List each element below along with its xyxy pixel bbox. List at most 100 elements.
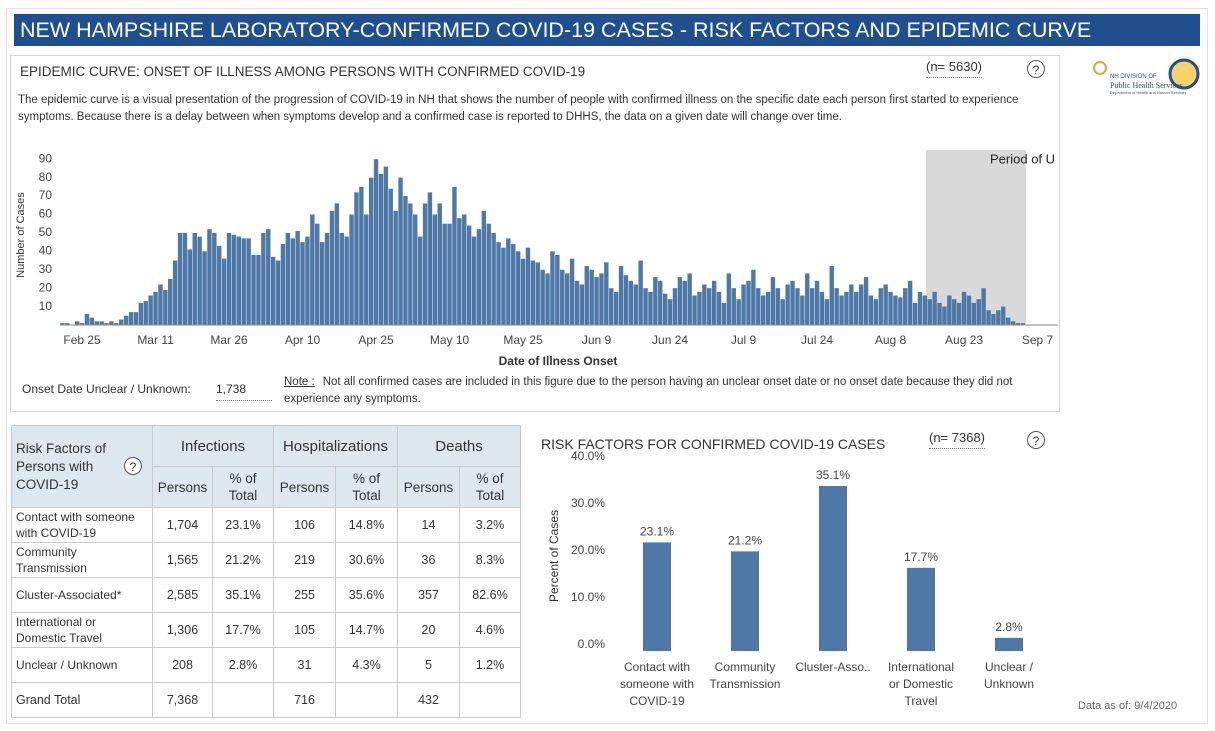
bar	[530, 260, 536, 325]
bar	[991, 313, 996, 325]
cell: 35.6%	[335, 577, 398, 613]
corner-cell: Risk Factors of Persons with COVID-19?	[11, 425, 153, 508]
bar	[633, 284, 638, 325]
x-tick-label: Jul 9	[731, 333, 757, 347]
y-tick-label: 50	[39, 225, 53, 239]
bar	[854, 291, 859, 325]
bar	[315, 223, 320, 325]
bar	[506, 238, 511, 325]
bar	[422, 203, 428, 325]
bar	[104, 323, 109, 325]
bar	[275, 260, 281, 325]
cell: 8.3%	[459, 542, 521, 578]
bar	[305, 236, 310, 325]
bar	[819, 486, 847, 651]
data-as-of-value: 9/4/2020	[1134, 700, 1178, 712]
bar	[677, 277, 683, 325]
bar	[907, 567, 935, 651]
x-axis-title: Date of Illness Onset	[499, 354, 618, 368]
bar	[618, 266, 624, 325]
x-tick-label: Transmission	[710, 677, 781, 691]
bar	[912, 302, 918, 325]
bar	[217, 245, 222, 325]
bar	[903, 288, 908, 325]
bar	[236, 236, 242, 325]
bar	[956, 302, 962, 325]
bar	[805, 273, 810, 325]
bar	[207, 229, 212, 325]
cell: 1,565	[152, 542, 213, 578]
table-row: International or Domestic Travel 1,306 17.…	[11, 612, 521, 648]
x-tick-label: Unknown	[984, 677, 1034, 691]
bar	[658, 280, 663, 325]
bar	[873, 299, 879, 325]
cell: 208	[152, 647, 213, 683]
bar	[471, 236, 477, 325]
note: Note : Not all confirmed cases are includ…	[284, 374, 1054, 408]
bar	[231, 234, 237, 325]
bar	[692, 295, 697, 325]
cell: 219	[273, 542, 336, 578]
bar	[707, 288, 712, 325]
cell: 17.7%	[212, 612, 274, 648]
x-tick-label: Aug 8	[875, 333, 907, 347]
help-icon[interactable]: ?	[1027, 431, 1045, 449]
x-tick-label: Community	[715, 660, 776, 674]
x-tick-label: Contact with	[624, 660, 690, 674]
bar	[711, 280, 717, 325]
bar	[883, 284, 888, 325]
bar	[1010, 321, 1016, 325]
x-tick-label: Jul 24	[801, 333, 833, 347]
bar	[947, 295, 952, 325]
bar	[339, 232, 344, 325]
bar	[702, 284, 707, 325]
bar	[809, 288, 815, 325]
y-tick-label: 60	[39, 207, 53, 221]
bar	[65, 323, 70, 325]
bar	[481, 210, 487, 325]
bar	[432, 214, 438, 325]
bar	[569, 258, 575, 325]
value-label: 23.1%	[640, 525, 674, 539]
x-tick-label: Feb 25	[63, 333, 101, 347]
value-label: 21.2%	[728, 534, 762, 548]
bar	[731, 551, 759, 651]
subheader: Persons	[152, 466, 213, 508]
cell: 105	[273, 612, 336, 648]
bar	[226, 232, 232, 325]
bar	[697, 291, 702, 325]
bar	[550, 251, 555, 325]
bar	[324, 232, 330, 325]
bar	[638, 260, 643, 325]
cell: 31	[273, 647, 336, 683]
bar	[907, 280, 913, 325]
bar	[177, 232, 183, 325]
bar	[893, 295, 898, 325]
cell: 4.3%	[335, 647, 398, 683]
y-tick-label: 30.0%	[571, 496, 605, 510]
bar	[800, 295, 805, 325]
bar	[765, 291, 771, 325]
unknown-label: Onset Date Unclear / Unknown:	[22, 382, 191, 396]
bar	[1001, 306, 1006, 325]
epi-n: (n= 5630)	[926, 59, 983, 78]
y-tick-label: 40.0%	[571, 449, 605, 463]
help-icon[interactable]: ?	[124, 457, 142, 475]
bar	[1015, 323, 1021, 325]
bar	[398, 177, 403, 325]
bar	[84, 313, 90, 325]
bar	[378, 173, 384, 325]
logo-text: NH DIVISION OF Public Health Services De…	[1110, 74, 1186, 95]
cell: 255	[273, 577, 336, 613]
bar	[285, 232, 291, 325]
subheader: Persons	[397, 466, 460, 508]
bar	[746, 280, 751, 325]
bar	[579, 284, 585, 325]
bar	[971, 302, 977, 325]
bar	[408, 203, 413, 325]
help-icon[interactable]: ?	[1027, 60, 1045, 78]
bar	[795, 288, 800, 325]
x-tick-label: Jun 9	[582, 333, 612, 347]
bar	[197, 236, 202, 325]
bar	[839, 295, 844, 325]
